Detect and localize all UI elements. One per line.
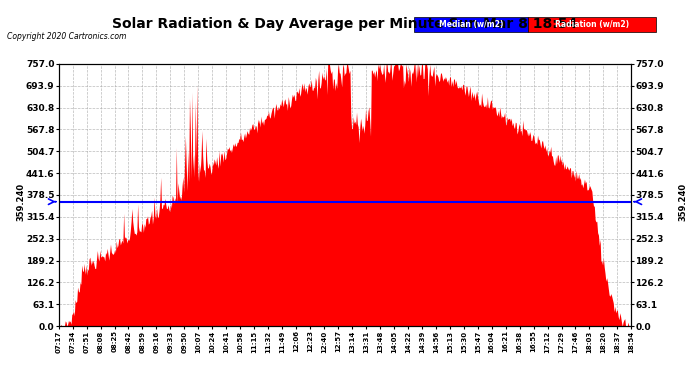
Text: Radiation (w/m2): Radiation (w/m2) bbox=[555, 20, 629, 29]
Text: 359.240: 359.240 bbox=[16, 183, 26, 221]
Text: Solar Radiation & Day Average per Minute Sun Mar 8 18:54: Solar Radiation & Day Average per Minute… bbox=[112, 17, 578, 31]
Text: 359.240: 359.240 bbox=[678, 183, 688, 221]
Text: Median (w/m2): Median (w/m2) bbox=[439, 20, 503, 29]
Text: Copyright 2020 Cartronics.com: Copyright 2020 Cartronics.com bbox=[7, 32, 126, 41]
